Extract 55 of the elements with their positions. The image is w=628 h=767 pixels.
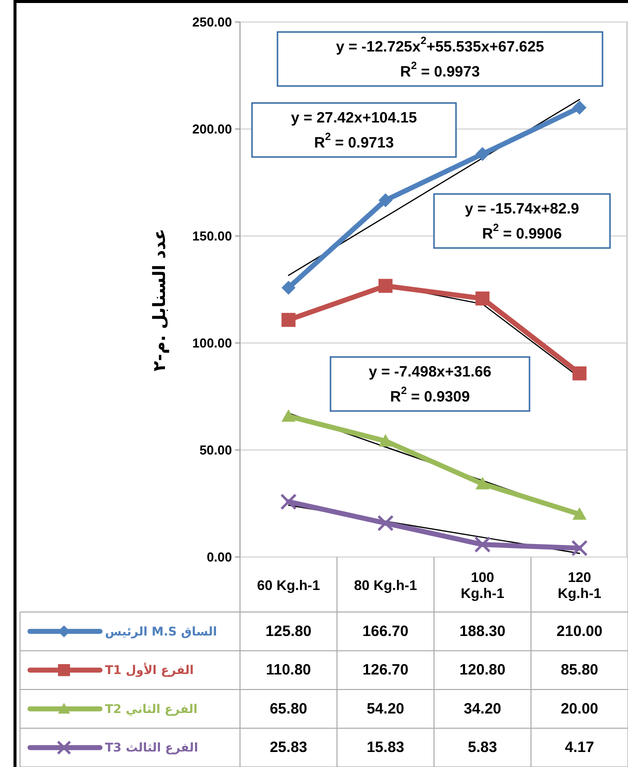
annotation: R$^{2}$ = 0.9713	[314, 131, 394, 152]
point	[571, 540, 588, 556]
data-label: 15.83	[366, 739, 404, 756]
y-tick-label: 200.00	[192, 122, 232, 136]
y-tick-label: 100.00	[192, 336, 232, 350]
point	[280, 493, 297, 510]
point	[282, 409, 296, 422]
data-label: 20.00	[560, 700, 598, 718]
point	[474, 536, 491, 553]
point	[378, 434, 392, 447]
text: الساق M.S الرئيس	[105, 624, 218, 638]
annotation: y = -12.725x$^{2}$+55.535x+67.625	[336, 35, 544, 56]
data-label: 85.80	[560, 662, 598, 679]
data-label: 210.00	[556, 622, 602, 640]
x-tick-label: 60 Kg.h-1	[256, 576, 320, 592]
annotation: R$^{2}$ = 0.9309	[390, 385, 470, 406]
data-label: 166.70	[362, 622, 408, 640]
point	[377, 514, 394, 532]
point	[572, 366, 586, 380]
point	[378, 278, 392, 293]
data-label: 25.83	[270, 739, 308, 756]
y-axis-title: عدد السنابل .م-٢	[150, 228, 170, 372]
point	[282, 312, 296, 327]
annotation: R$^{2}$ = 0.9906	[482, 222, 562, 242]
data-label: 188.30	[460, 622, 506, 640]
data-label: 65.80	[270, 700, 308, 718]
text: الفرع الثالث T3	[105, 740, 198, 755]
data-label: 5.83	[468, 739, 498, 756]
data-label: 126.70	[362, 662, 408, 679]
y-tick-label: 150.00	[192, 228, 232, 244]
y-tick-label: 50.00	[199, 442, 232, 458]
text: الفرع الأول T1	[105, 662, 194, 678]
data-label: 110.80	[266, 662, 312, 679]
point	[476, 476, 490, 490]
data-label: 125.80	[266, 622, 312, 640]
point	[282, 280, 296, 295]
x-tick-label: 120 Kg.h-1	[558, 568, 602, 600]
data-label: 4.17	[564, 739, 594, 756]
data-label: 120.80	[460, 662, 506, 679]
x-tick-label: 100 Kg.h-1	[460, 568, 504, 600]
annotation: y = -15.74x+82.9	[464, 200, 580, 218]
y-tick-label: 250.00	[192, 14, 232, 30]
annotation: R$^{2}$ = 0.9973	[400, 60, 480, 80]
point	[572, 100, 586, 115]
annotation: y = 27.42x+104.15	[291, 110, 417, 126]
data-label: 34.20	[464, 700, 502, 718]
point	[572, 507, 586, 520]
data-label: 54.20	[366, 700, 404, 718]
text: الفرع الثاني T2	[105, 702, 198, 716]
point	[476, 291, 490, 306]
point	[476, 147, 490, 162]
point	[378, 193, 392, 208]
annotation: y = -7.498x+31.66	[368, 364, 492, 380]
y-tick-label: 0.00	[206, 550, 232, 564]
x-tick-label: 80 Kg.h-1	[354, 576, 418, 592]
